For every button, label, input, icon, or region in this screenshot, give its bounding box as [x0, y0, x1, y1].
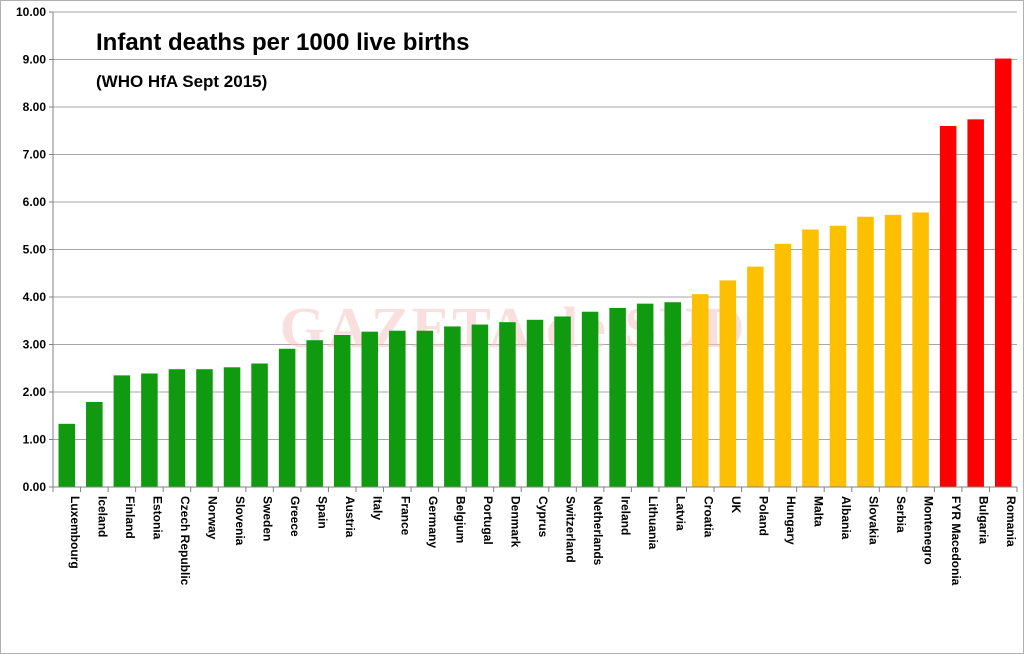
bar	[967, 119, 984, 487]
y-tick-label: 7.00	[23, 148, 47, 162]
bar	[884, 214, 902, 487]
x-category-label: Romania	[1004, 496, 1018, 547]
bars	[58, 58, 1012, 488]
bar	[278, 348, 296, 487]
bar	[609, 307, 626, 487]
bar	[306, 340, 323, 487]
y-tick-label: 3.00	[23, 338, 47, 352]
x-category-label: Austria	[343, 496, 357, 538]
x-category-label: France	[398, 496, 412, 536]
bar	[802, 229, 819, 488]
bar	[251, 363, 268, 487]
x-category-label: Italy	[371, 496, 385, 520]
bar	[636, 303, 654, 487]
x-category-label: Norway	[205, 496, 219, 540]
bar	[664, 302, 681, 487]
bar	[389, 330, 406, 487]
bar	[581, 311, 599, 487]
x-category-label: Luxembourg	[68, 496, 82, 569]
x-category-label: Switzerland	[564, 496, 578, 563]
x-category-label: Czech Republic	[178, 496, 192, 586]
x-category-label: Finland	[123, 496, 137, 539]
gridlines	[53, 11, 1017, 440]
bar	[912, 212, 929, 487]
x-category-label: Malta	[811, 496, 825, 527]
bar	[691, 294, 709, 487]
x-category-label: Greece	[288, 496, 302, 537]
bar	[58, 423, 76, 487]
bar	[444, 326, 461, 487]
x-category-label: Cyprus	[536, 496, 550, 538]
y-tick-label: 6.00	[23, 195, 47, 209]
bar	[361, 331, 379, 487]
bar	[223, 367, 241, 487]
x-category-label: Serbia	[894, 496, 908, 533]
x-category-label: Ireland	[619, 496, 633, 535]
bar	[333, 335, 351, 487]
x-category-label: Lithuania	[646, 496, 660, 550]
x-category-label: Netherlands	[591, 496, 605, 566]
bar	[857, 216, 874, 487]
x-category-label: Latvia	[674, 496, 688, 531]
chart-title: Infant deaths per 1000 live births	[96, 29, 469, 56]
bar	[747, 266, 764, 487]
x-category-label: Croatia	[701, 496, 715, 538]
y-tick-label: 8.00	[23, 100, 47, 114]
bar	[829, 225, 847, 487]
y-tick-label: 1.00	[23, 433, 47, 447]
bar	[774, 243, 792, 487]
bar	[499, 322, 516, 487]
x-category-label: FYR Macedonia	[949, 496, 963, 586]
x-category-label: Portugal	[481, 496, 495, 545]
y-tick-label: 4.00	[23, 290, 47, 304]
bar	[141, 373, 158, 487]
x-category-label: Slovenia	[233, 496, 247, 546]
x-category-label: Estonia	[150, 496, 164, 540]
x-category-label: Germany	[426, 496, 440, 548]
y-tick-label: 5.00	[23, 243, 47, 257]
x-category-label: Slovakia	[867, 496, 881, 545]
x-category-label: Albania	[839, 496, 853, 540]
bar	[86, 401, 103, 487]
bar	[994, 58, 1012, 488]
y-tick-label: 2.00	[23, 385, 47, 399]
x-category-label: Montenegro	[922, 496, 936, 565]
x-category-label: Denmark	[508, 496, 522, 548]
y-tick-label: 10.00	[16, 5, 46, 19]
bar	[939, 126, 957, 487]
x-category-label: Iceland	[95, 496, 109, 537]
bar	[196, 369, 213, 487]
bar	[471, 324, 489, 487]
x-category-label: Belgium	[453, 496, 467, 543]
y-tick-label: 0.00	[23, 480, 47, 494]
bar	[526, 319, 544, 487]
axes	[49, 11, 1018, 492]
x-category-label: Poland	[756, 496, 770, 536]
chart-subtitle: (WHO HfA Sept 2015)	[96, 72, 267, 91]
y-axis-tick-labels: 0.00 1.00 2.00 3.00 4.00 5.00 6.00 7.00 8.00 9.00…	[16, 5, 46, 494]
x-category-label: Sweden	[261, 496, 275, 541]
bar	[113, 375, 131, 487]
bar	[168, 369, 186, 487]
y-tick-label: 9.00	[23, 53, 47, 67]
x-category-label: Hungary	[784, 496, 798, 545]
x-category-label: Spain	[316, 496, 330, 529]
bar	[416, 330, 434, 487]
x-category-label: UK	[729, 496, 743, 514]
x-category-label: Bulgaria	[977, 496, 991, 544]
x-axis-category-labels: Luxembourg Iceland Finland Estonia Czech Rep…	[68, 496, 1018, 586]
bar	[554, 316, 571, 487]
bar	[719, 280, 737, 487]
